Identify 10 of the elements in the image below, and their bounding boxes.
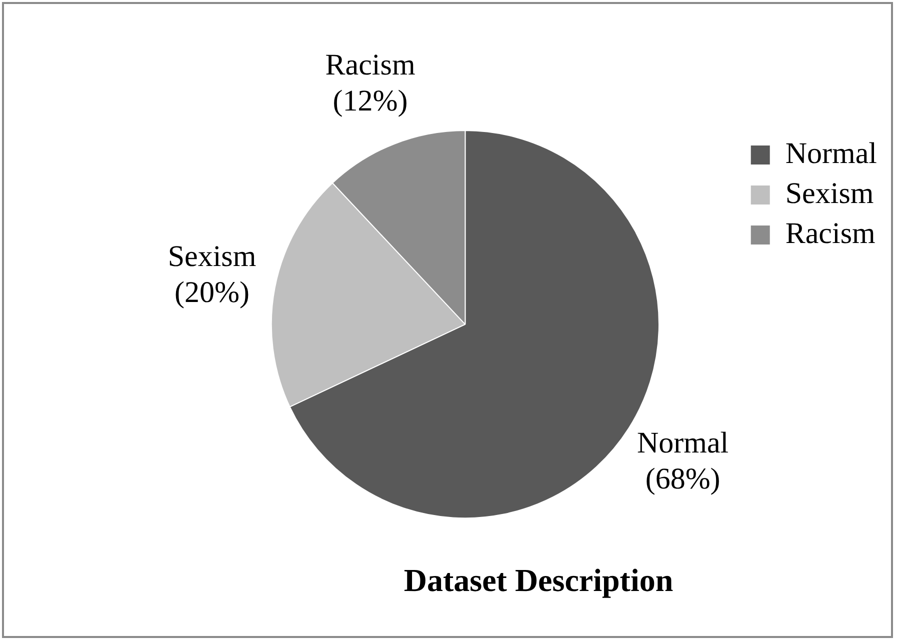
- text: Dataset Description: [404, 562, 674, 598]
- legend-label: Racism: [785, 216, 876, 250]
- slice-label: Sexism: [168, 240, 256, 273]
- legend-label: Sexism: [785, 176, 874, 210]
- data-label: (68%): [645, 462, 720, 496]
- slice-label: Racism: [325, 48, 416, 82]
- data-label: (20%): [174, 276, 250, 309]
- data-label: (12%): [332, 84, 408, 118]
- legend-label: Normal: [785, 136, 877, 170]
- slice-label: Normal: [636, 426, 729, 460]
